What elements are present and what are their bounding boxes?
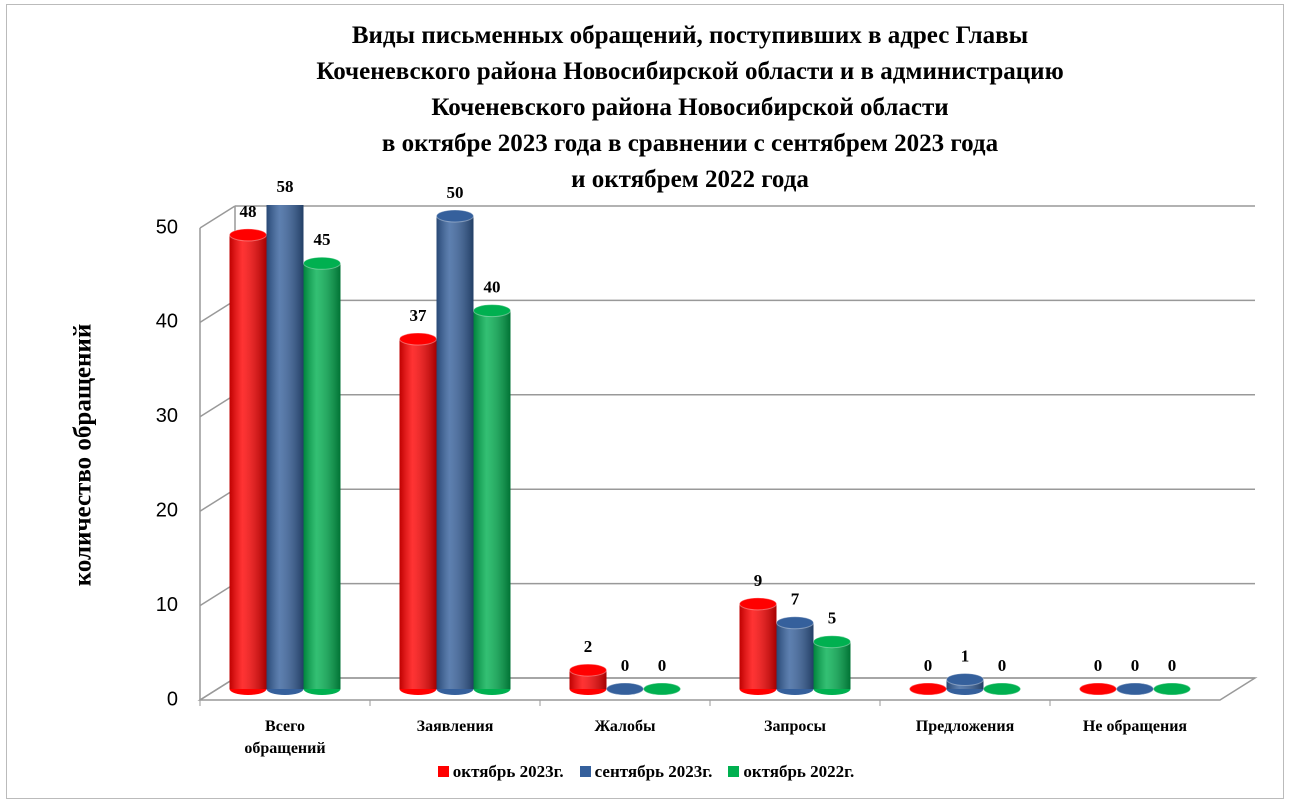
value-label: 0 bbox=[1094, 656, 1103, 675]
bar bbox=[569, 663, 607, 695]
bar-shade bbox=[266, 205, 304, 689]
value-label: 5 bbox=[828, 609, 837, 628]
x-tick-label: Не обращения bbox=[1082, 718, 1188, 735]
bar-top bbox=[813, 635, 851, 649]
y-axis-label: количество обращений bbox=[70, 324, 97, 586]
y-tick-label: 10 bbox=[156, 594, 178, 616]
legend-swatch bbox=[579, 766, 591, 777]
bar bbox=[1079, 682, 1117, 696]
tick-mark bbox=[199, 205, 236, 229]
bar bbox=[1116, 682, 1154, 696]
bar-top bbox=[606, 682, 644, 696]
legend-label: октябрь 2023г. bbox=[452, 762, 564, 781]
chart-title: Виды письменных обращений, поступивших в… bbox=[316, 22, 1064, 193]
bar-top bbox=[776, 616, 814, 630]
bar bbox=[399, 332, 437, 695]
bar-shade bbox=[813, 641, 851, 689]
legend-label: сентябрь 2023г. bbox=[594, 762, 713, 781]
bar bbox=[983, 682, 1021, 696]
bar bbox=[909, 682, 947, 696]
bar-top bbox=[229, 228, 267, 242]
tick-mark bbox=[199, 299, 236, 324]
x-tick-label: Запросы bbox=[764, 718, 826, 735]
bar bbox=[776, 616, 814, 695]
bar bbox=[946, 673, 984, 695]
legend-label: октябрь 2022г. bbox=[743, 762, 855, 781]
frame bbox=[6, 4, 1284, 799]
bar-top bbox=[569, 663, 607, 677]
value-label: 48 bbox=[240, 202, 257, 221]
x-tick-label: Предложения bbox=[915, 718, 1015, 735]
bar-top bbox=[983, 682, 1021, 696]
value-label: 0 bbox=[621, 656, 630, 675]
bar bbox=[606, 682, 644, 696]
bar-shade bbox=[739, 603, 777, 689]
y-tick-label: 40 bbox=[156, 311, 178, 333]
value-label: 37 bbox=[410, 306, 428, 325]
bar bbox=[303, 256, 341, 695]
value-label: 7 bbox=[791, 590, 800, 609]
value-label: 45 bbox=[314, 230, 331, 249]
bar bbox=[643, 682, 681, 696]
tick-mark bbox=[199, 582, 236, 607]
plot-area bbox=[229, 205, 1191, 696]
value-label: 0 bbox=[1131, 656, 1140, 675]
legend-item: сентябрь 2023г. bbox=[579, 762, 713, 782]
bar-top bbox=[473, 304, 511, 318]
bar bbox=[1153, 682, 1191, 696]
bar-top bbox=[1153, 682, 1191, 696]
bar-top bbox=[909, 682, 947, 696]
value-label: 0 bbox=[1168, 656, 1177, 675]
value-label: 58 bbox=[277, 177, 294, 196]
value-label: 0 bbox=[924, 656, 933, 675]
bar-shade bbox=[229, 234, 267, 690]
bar bbox=[739, 597, 777, 695]
value-label: 9 bbox=[754, 571, 763, 590]
bar bbox=[266, 205, 304, 695]
bar-shade bbox=[436, 216, 474, 689]
bar bbox=[229, 228, 267, 695]
bar-top bbox=[303, 256, 341, 270]
tick-mark bbox=[199, 394, 236, 418]
y-tick-label: 0 bbox=[167, 688, 178, 710]
value-label: 1 bbox=[961, 646, 970, 665]
value-label: 0 bbox=[658, 656, 667, 675]
legend-item: октябрь 2022г. bbox=[728, 762, 854, 782]
bar bbox=[436, 209, 474, 695]
value-label: 0 bbox=[998, 656, 1007, 675]
value-label: 50 bbox=[447, 183, 464, 202]
bar-top bbox=[1079, 682, 1117, 696]
bar-shade bbox=[473, 310, 511, 689]
y-tick-label: 50 bbox=[156, 216, 178, 238]
y-tick-label: 30 bbox=[156, 405, 178, 427]
x-tick-label: Заявления bbox=[416, 718, 494, 735]
x-tick-label: Всего обращений bbox=[244, 718, 326, 757]
legend-swatch bbox=[437, 766, 449, 777]
bar-shade bbox=[399, 338, 437, 689]
legend-swatch bbox=[728, 766, 740, 777]
tick-mark bbox=[199, 677, 236, 701]
legend-item: октябрь 2023г. bbox=[437, 762, 564, 782]
bar-top bbox=[1116, 682, 1154, 696]
tick-mark bbox=[199, 488, 236, 512]
bar bbox=[813, 635, 851, 695]
bar-top bbox=[643, 682, 681, 696]
bar-shade bbox=[776, 622, 814, 689]
value-label: 2 bbox=[584, 637, 593, 656]
x-tick-label: Жалобы bbox=[594, 718, 656, 735]
y-tick-label: 20 bbox=[156, 499, 178, 521]
bar bbox=[473, 304, 511, 695]
bar-shade bbox=[303, 263, 341, 689]
bar-top bbox=[436, 209, 474, 223]
value-label: 40 bbox=[484, 278, 501, 297]
bar-top bbox=[739, 597, 777, 611]
bar-top bbox=[399, 332, 437, 346]
bar-top bbox=[946, 673, 984, 687]
legend: октябрь 2023г. сентябрь 2023г. октябрь 202… bbox=[0, 762, 1292, 782]
